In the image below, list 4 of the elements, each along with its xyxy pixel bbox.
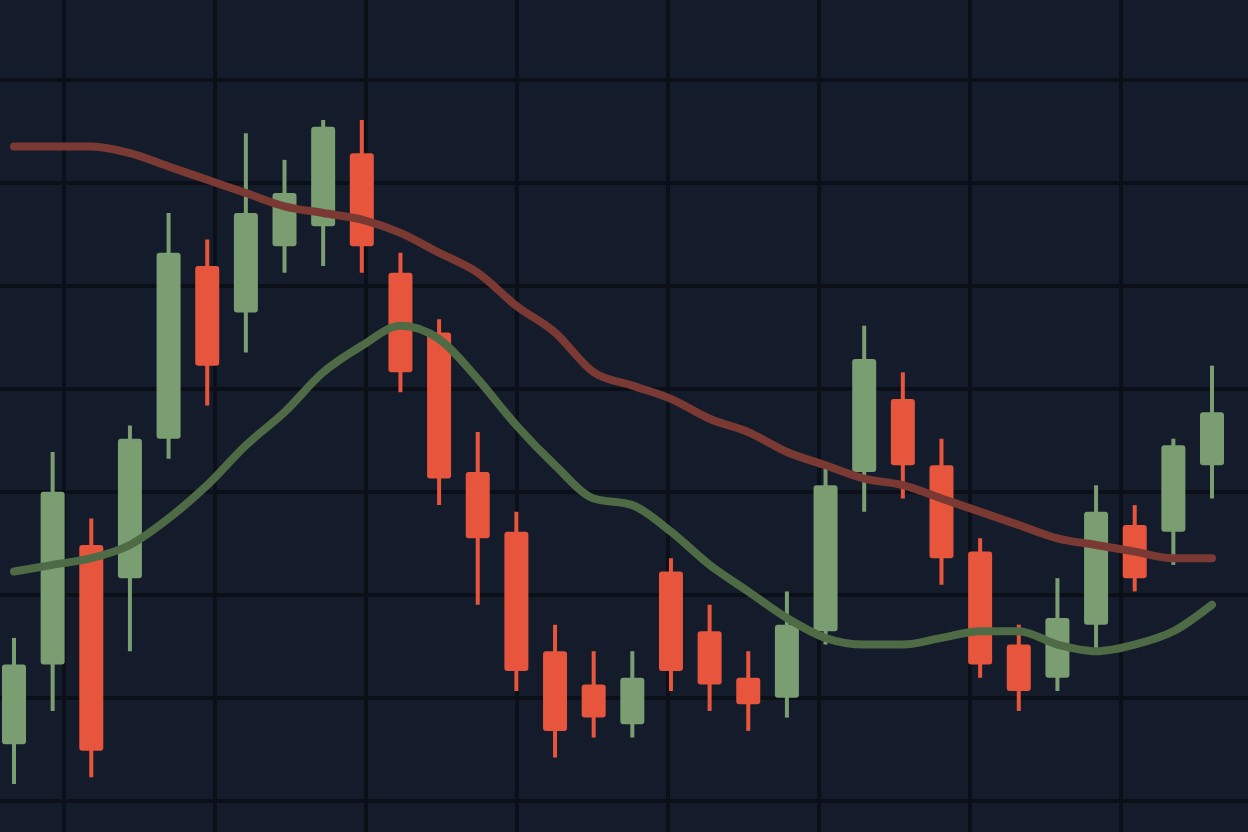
candlestick [581,649,606,740]
candlestick [1006,622,1031,713]
candlestick [620,649,645,740]
candlestick [736,649,761,733]
